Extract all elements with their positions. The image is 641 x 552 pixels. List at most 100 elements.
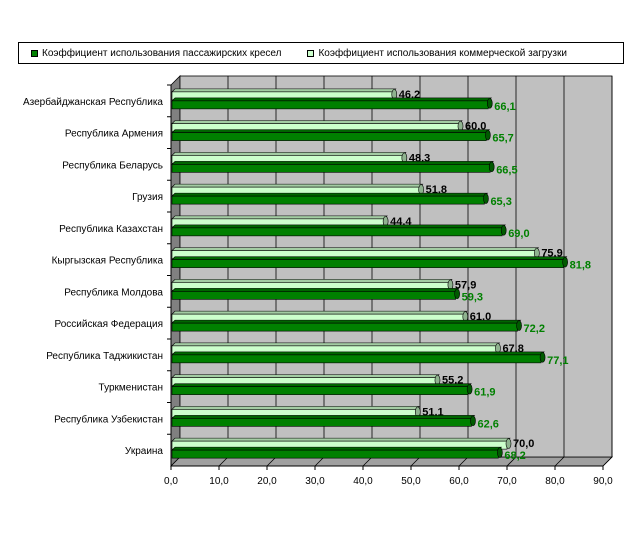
bar-end-cap	[500, 225, 507, 236]
y-category-label: Российская Федерация	[54, 319, 163, 330]
y-category-label: Республика Казахстан	[59, 223, 163, 235]
bar	[171, 418, 472, 427]
bar-value-label: 66,5	[496, 164, 517, 176]
x-tick-label: 80,0	[545, 476, 565, 487]
bar-top-face	[171, 129, 491, 133]
bar	[171, 259, 564, 268]
gridline-floor	[266, 456, 277, 467]
bar-value-label: 65,3	[490, 196, 511, 208]
bar-top-face	[171, 161, 494, 165]
y-category-label: Республика Таджикистан	[46, 350, 163, 362]
bar-top-face	[171, 437, 511, 442]
y-category-label: Грузия	[132, 192, 163, 203]
gridline-floor	[506, 456, 517, 467]
legend-swatch-load	[307, 49, 315, 57]
bar-top-face	[171, 256, 568, 260]
bar-top-face	[171, 152, 407, 156]
bar-top-face	[171, 183, 424, 188]
bar-end-cap	[497, 447, 503, 458]
y-category-label: Туркменистан	[99, 383, 163, 394]
bar	[171, 164, 491, 173]
gridline-floor	[314, 456, 325, 467]
x-tick-label: 50,0	[401, 476, 421, 487]
x-tick-label: 10,0	[209, 476, 229, 487]
gridline-floor	[602, 456, 613, 467]
bar-end-cap	[470, 415, 476, 427]
bar-top-face	[171, 310, 468, 315]
bar	[171, 354, 542, 364]
bar-top-face	[171, 247, 540, 251]
bar	[171, 100, 489, 110]
y-category-label: Кыргызская Республика	[52, 255, 164, 267]
bar-end-cap	[485, 129, 491, 141]
x-tick-label: 70,0	[497, 476, 517, 487]
bar-value-label: 59,3	[462, 291, 483, 303]
bar-value-label: 70,0	[513, 438, 534, 450]
bar-top-face	[171, 374, 440, 378]
bar-top-face	[171, 224, 506, 229]
bar	[171, 132, 487, 141]
bar-end-cap	[483, 193, 489, 204]
bar-top-face	[171, 319, 522, 324]
bar-end-cap	[516, 320, 522, 331]
bar-value-label: 62,6	[477, 418, 498, 430]
bar-value-label: 65,7	[492, 133, 513, 145]
bar-end-cap	[454, 288, 460, 300]
y-category-label: Республика Беларусь	[62, 159, 163, 171]
x-tick-label: 0,0	[164, 476, 178, 487]
bar	[171, 227, 503, 237]
y-category-label: Азербайджанская Республика	[23, 96, 163, 108]
bar-top-face	[171, 446, 503, 451]
legend-item-load: Коэффициент использования коммерческой з…	[307, 47, 567, 59]
bar-value-label: 66,1	[494, 101, 515, 113]
bar-end-cap	[505, 438, 512, 449]
bar-top-face	[171, 192, 489, 197]
bar-value-label: 57,9	[455, 279, 476, 291]
legend-item-seats: Коэффициент использования пассажирских к…	[31, 48, 281, 59]
bar-end-cap	[466, 383, 473, 395]
bar-top-face	[171, 406, 421, 410]
bar-top-face	[171, 279, 453, 283]
bar-end-cap	[486, 98, 493, 109]
legend-swatch-seats	[31, 49, 38, 57]
bar-value-label: 69,0	[508, 228, 529, 240]
bar-end-cap	[562, 256, 568, 268]
bar-top-face	[171, 351, 545, 356]
bar-top-face	[171, 88, 397, 93]
x-tick-label: 30,0	[305, 476, 325, 487]
gridline-floor	[554, 456, 565, 467]
legend-label-seats: Коэффициент использования пассажирских к…	[42, 47, 282, 59]
x-tick-label: 20,0	[257, 476, 277, 487]
bar-top-face	[171, 415, 476, 419]
bar-value-label: 61,9	[474, 387, 495, 399]
bar-top-face	[171, 97, 493, 102]
y-category-label: Республика Армения	[65, 128, 163, 140]
bar-end-cap	[488, 161, 495, 173]
legend-label-load: Коэффициент использования коммерческой з…	[318, 47, 567, 59]
x-tick-label: 90,0	[593, 476, 613, 487]
bar-value-label: 68,2	[504, 450, 525, 462]
bar-top-face	[171, 215, 388, 220]
x-tick-label: 40,0	[353, 476, 373, 487]
gridline-floor	[218, 456, 229, 467]
bar	[171, 449, 499, 459]
bar-top-face	[171, 383, 472, 387]
bar-top-face	[171, 342, 501, 347]
y-category-label: Республика Узбекистан	[54, 413, 163, 425]
y-category-label: Республика Молдова	[64, 286, 163, 298]
x-tick-label: 60,0	[449, 476, 469, 487]
bar-end-cap	[539, 352, 546, 363]
bar-top-face	[171, 120, 463, 124]
bar-value-label: 81,8	[570, 260, 591, 272]
bar-value-label: 77,1	[547, 355, 568, 367]
gridline-floor	[458, 456, 469, 467]
gridline-floor	[362, 456, 373, 467]
bar	[171, 291, 456, 300]
y-category-label: Украина	[125, 446, 164, 457]
bar	[171, 322, 518, 332]
bar	[171, 195, 485, 205]
chart-legend: Коэффициент использования пассажирских к…	[18, 42, 624, 64]
gridline-floor	[410, 456, 421, 467]
